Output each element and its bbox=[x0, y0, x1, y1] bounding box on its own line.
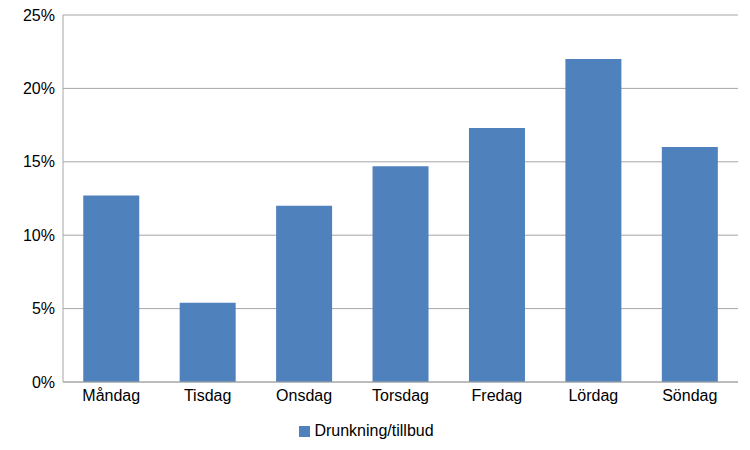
html-text:Drunkning/tillbud: Drunkning/tillbud bbox=[314, 422, 434, 439]
svg-text:20%: 20% bbox=[23, 80, 55, 97]
svg-text:15%: 15% bbox=[23, 153, 55, 170]
svg-text:Torsdag: Torsdag bbox=[372, 387, 429, 404]
svg-text:0%: 0% bbox=[32, 374, 55, 391]
svg-text:Onsdag: Onsdag bbox=[276, 387, 332, 404]
svg-text:10%: 10% bbox=[23, 227, 55, 244]
svg-text:5%: 5% bbox=[32, 300, 55, 317]
svg-text:Söndag: Söndag bbox=[662, 387, 717, 404]
svg-text:Tisdag: Tisdag bbox=[184, 387, 231, 404]
svg-text:25%: 25% bbox=[23, 7, 55, 24]
svg-text:Fredag: Fredag bbox=[472, 387, 523, 404]
svg-text:Måndag: Måndag bbox=[82, 387, 140, 404]
svg-text:Lördag: Lördag bbox=[568, 387, 618, 404]
